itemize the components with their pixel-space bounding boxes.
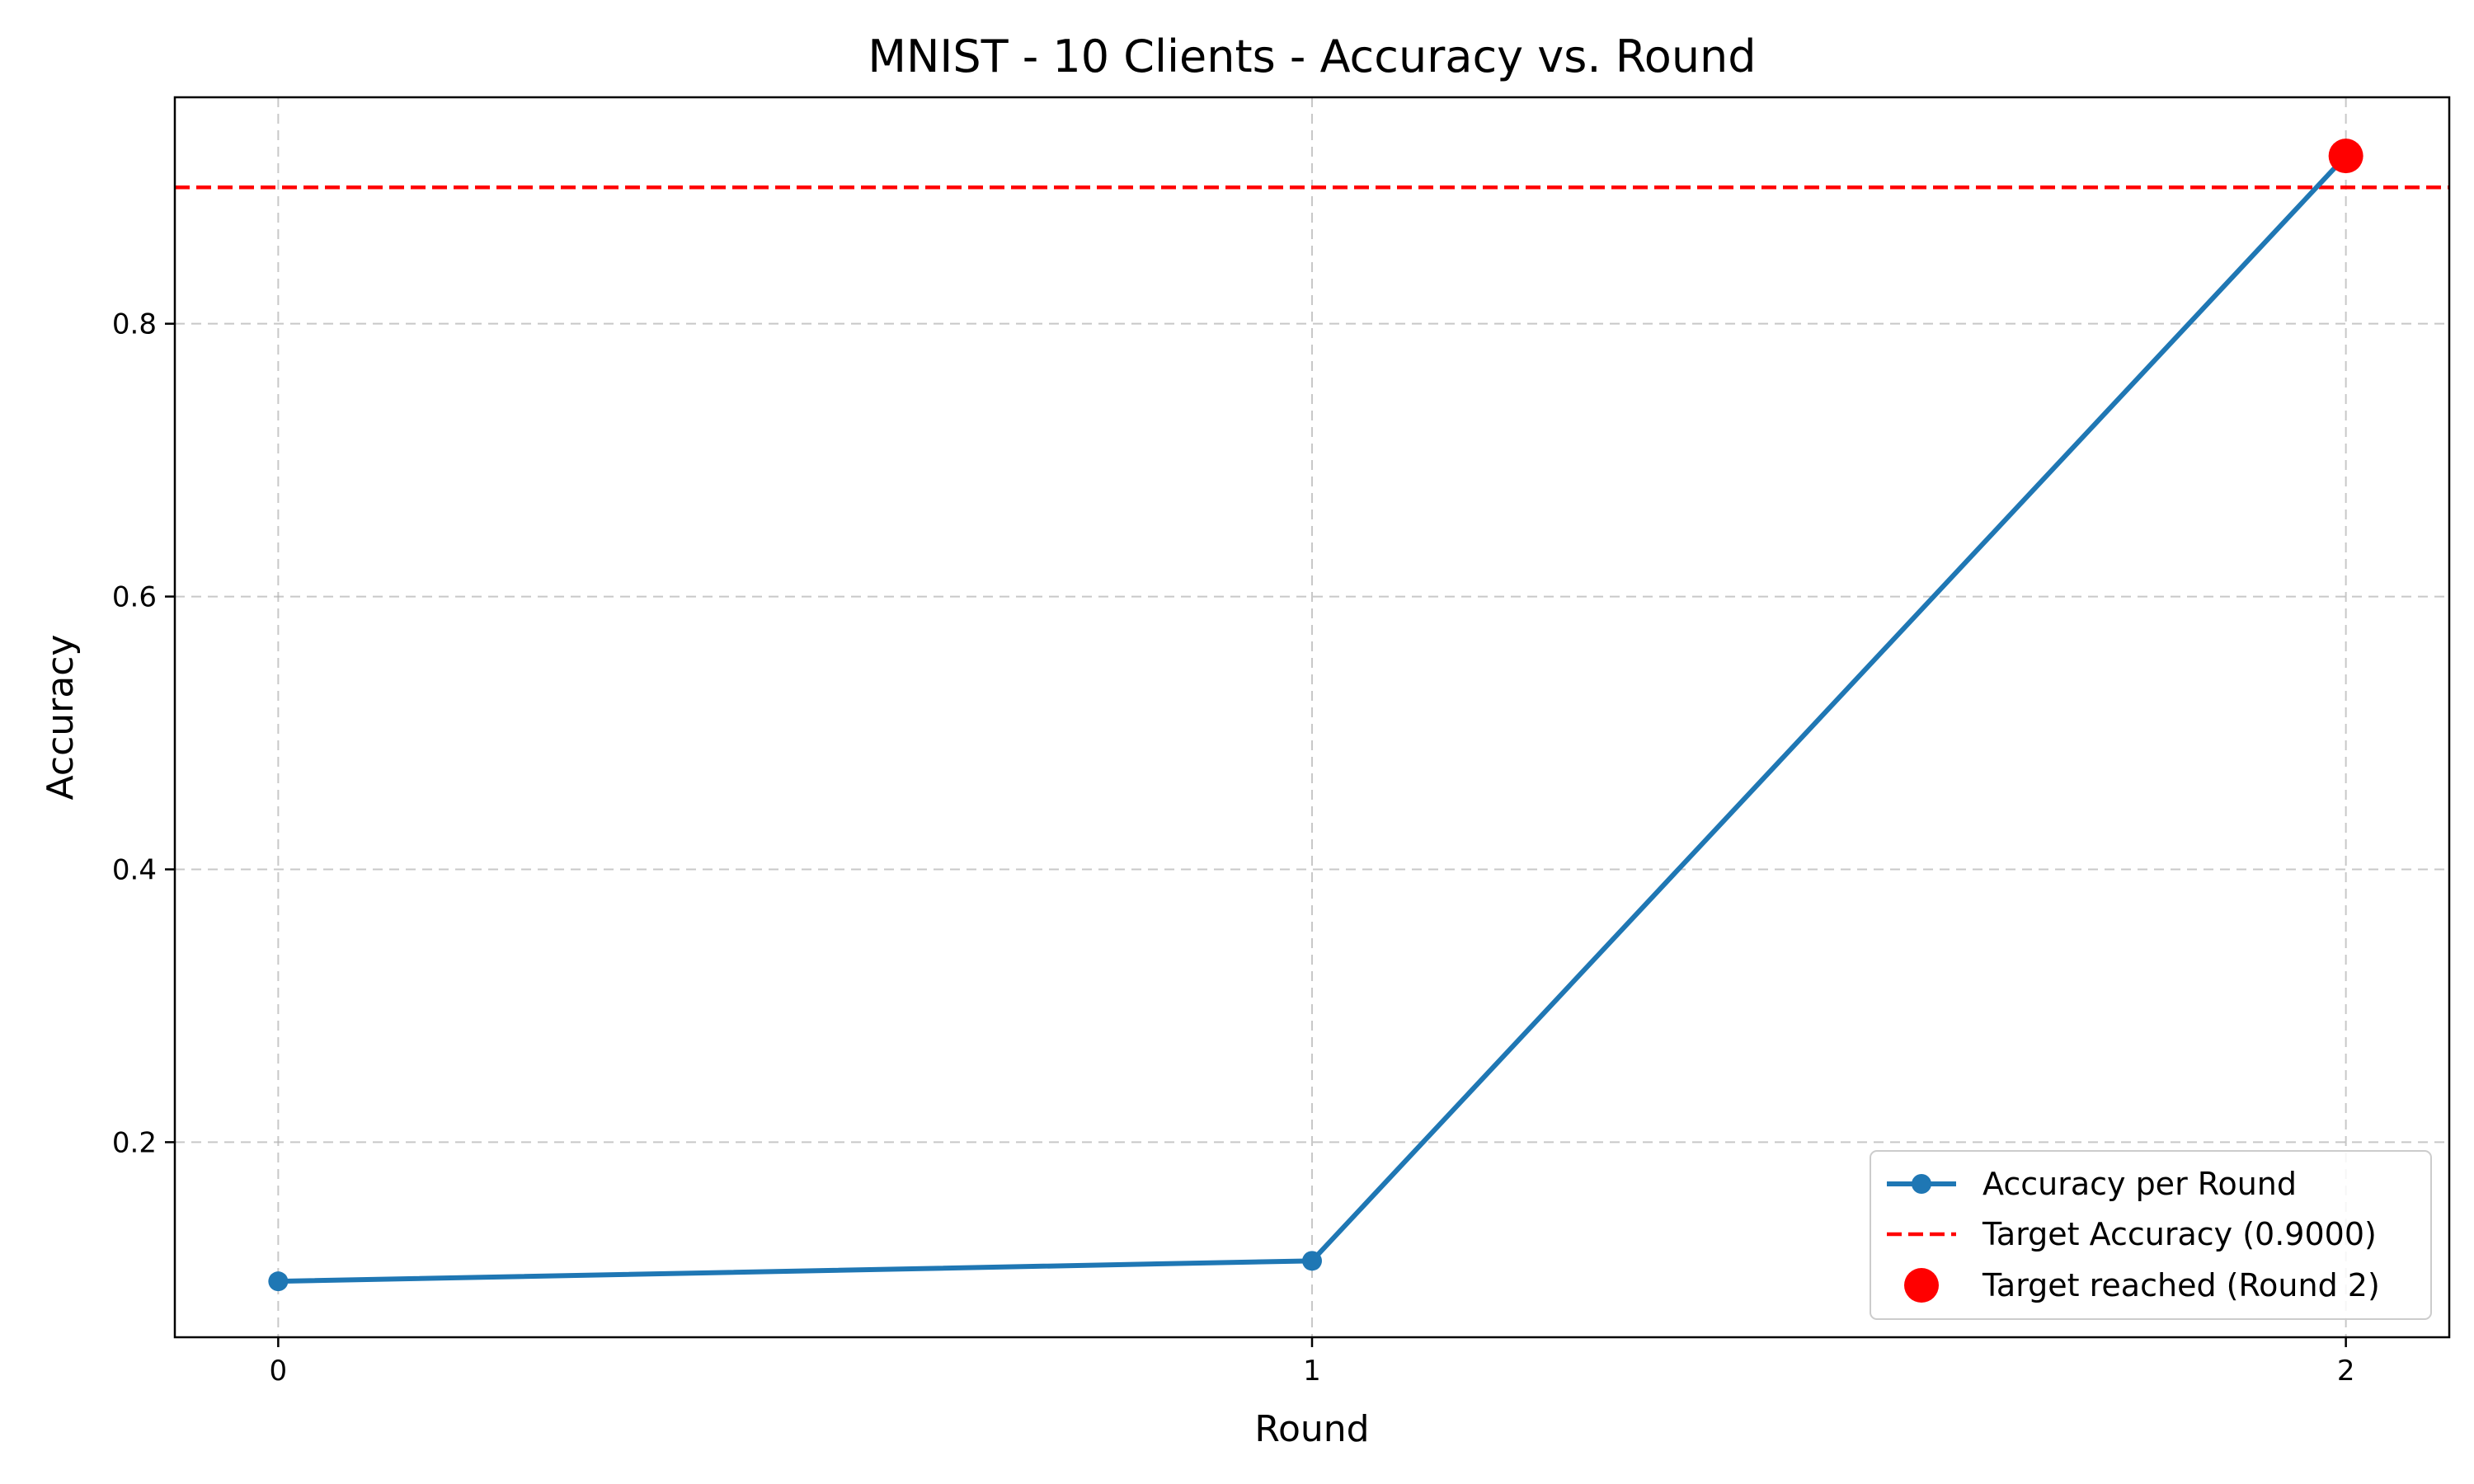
accuracy-point [1302,1251,1322,1271]
legend: Accuracy per Round Target Accuracy (0.90… [1870,1150,2432,1320]
grid-lines [175,97,2449,1337]
highlight-layer [2328,139,2363,174]
legend-target-label: Target Accuracy (0.9000) [1982,1216,2377,1252]
y-tick-label: 0.6 [112,581,157,614]
x-tick-label: 2 [2337,1355,2355,1388]
y-tick-label: 0.8 [112,308,157,341]
legend-series-label: Accuracy per Round [1982,1166,2297,1202]
chart-title: MNIST - 10 Clients - Accuracy vs. Round [868,31,1756,82]
y-tick-label: 0.2 [112,1126,157,1159]
x-tick-label: 1 [1303,1355,1321,1388]
x-axis-ticks: 0 1 2 [270,1337,2355,1388]
x-tick-label: 0 [270,1355,288,1388]
legend-series-marker [1912,1174,1931,1194]
target-reached-point [2328,139,2363,174]
accuracy-point [268,1271,289,1292]
x-axis-label: Round [1254,1408,1369,1450]
y-tick-label: 0.4 [112,853,157,886]
y-axis-ticks: 0.2 0.4 0.6 0.8 [112,308,175,1159]
y-axis-label: Accuracy [40,635,82,801]
legend-highlight-label: Target reached (Round 2) [1982,1267,2380,1303]
legend-box [1870,1150,2432,1320]
legend-highlight-marker [1904,1268,1939,1303]
